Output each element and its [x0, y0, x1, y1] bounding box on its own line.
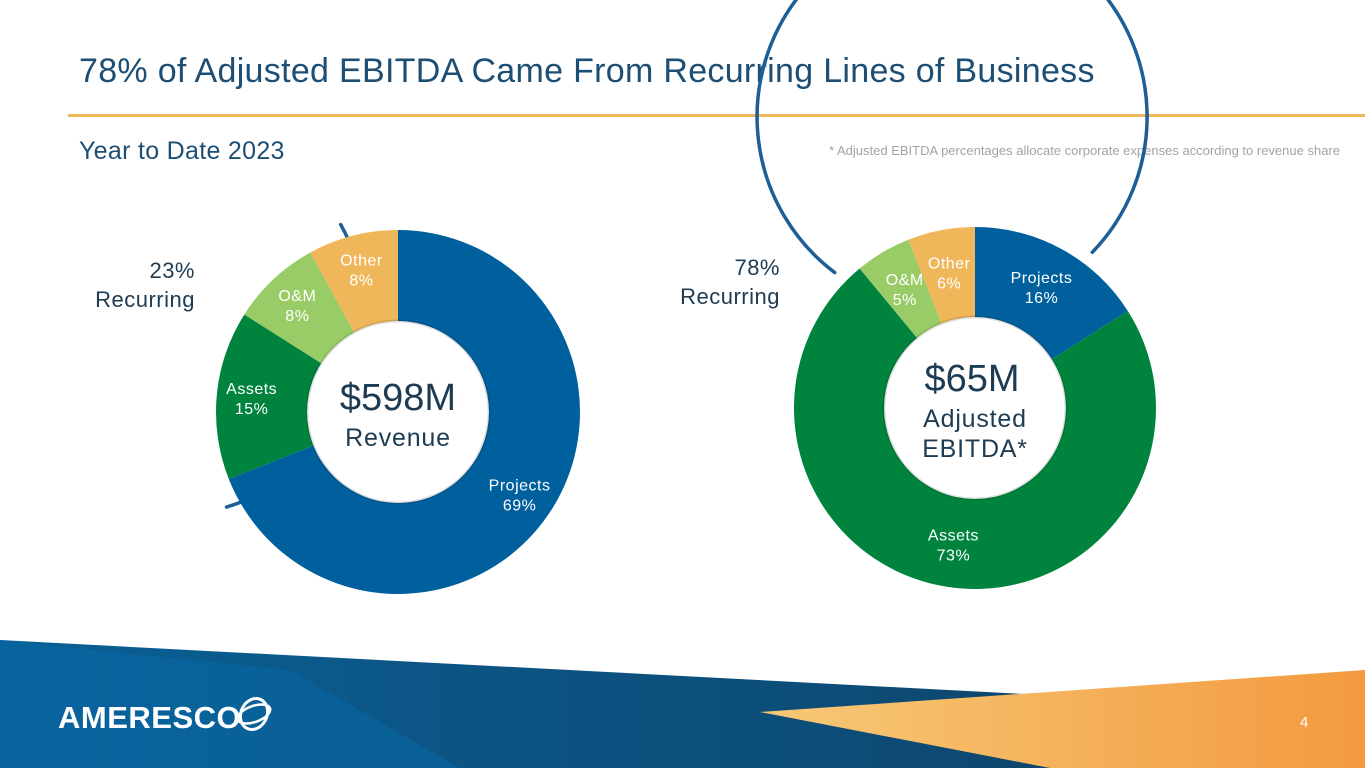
recurring-label: Recurring [680, 284, 780, 309]
slice-assets [794, 268, 1157, 589]
center-value: $598M [340, 377, 456, 419]
slice-other [908, 227, 975, 325]
recurring-bracket-arc [755, 0, 1149, 275]
center-value: $65M [924, 358, 1019, 400]
slice-projects [975, 227, 1128, 360]
center-label: EBITDA* [922, 435, 1028, 463]
slice-label-assets: Assets 73% [928, 527, 979, 564]
page-number: 4 [1300, 714, 1309, 731]
slice-label-other: Other 6% [928, 255, 971, 292]
slice-label-projects: Projects 69% [489, 478, 551, 515]
slice-projects [228, 230, 581, 594]
slice-other [310, 230, 398, 334]
recurring-callout-ebitda: 78% Recurring [680, 253, 780, 311]
ameresco-logo: AMERESCO [58, 700, 242, 735]
slice-assets [216, 314, 323, 479]
slice-om [244, 252, 355, 364]
ebitda-donut: Projects 16% Assets 73% O&M 5%Other 6% $65M Adju… [755, 0, 1157, 589]
recurring-percent: 78% [734, 255, 780, 280]
footnote: * Adjusted EBITDA percentages allocate c… [829, 143, 1340, 158]
slide-subtitle: Year to Date 2023 [79, 137, 285, 165]
ameresco-logo-icon [236, 696, 272, 732]
donut-hole [882, 315, 1068, 501]
center-label: Revenue [345, 424, 451, 452]
slice-label-projects: Projects 16% [1011, 270, 1073, 307]
footer-band [0, 640, 1365, 768]
recurring-callout-revenue: 23% Recurring [95, 256, 195, 314]
slice-label-om: O&M 5% [886, 272, 924, 309]
title-divider [68, 114, 1365, 117]
slice-label-assets: Assets 15% [226, 381, 277, 418]
recurring-label: Recurring [95, 287, 195, 312]
slice-label-other: Other 8% [340, 253, 383, 290]
slice-label-om: O&M 8% [278, 288, 316, 325]
slice-om [859, 239, 942, 339]
center-label: Adjusted [923, 405, 1027, 433]
donut-hole [305, 319, 491, 505]
revenue-donut: Projects 69% Assets 15% O&M 8% Other 8% $598M Rev… [216, 222, 581, 594]
slide-title: 78% of Adjusted EBITDA Came From Recurri… [79, 52, 1095, 90]
recurring-percent: 23% [149, 258, 195, 283]
